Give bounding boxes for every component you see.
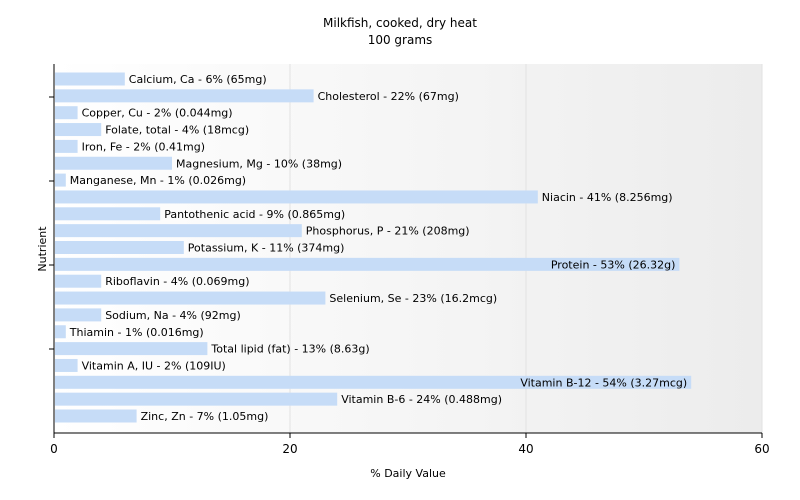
bar	[55, 257, 680, 271]
x-tick-label: 0	[50, 442, 58, 456]
x-axis-label: % Daily Value	[370, 467, 446, 480]
bar	[55, 375, 692, 389]
bar	[55, 72, 125, 86]
bar	[55, 274, 102, 288]
bar-label: Thiamin - 1% (0.016mg)	[69, 326, 204, 339]
bar	[55, 241, 184, 254]
bar	[55, 291, 326, 305]
bar-label: Riboflavin - 4% (0.069mg)	[105, 275, 249, 288]
bar	[55, 325, 66, 339]
bar	[55, 358, 78, 372]
bar	[55, 173, 66, 187]
bar	[55, 207, 161, 221]
bar-label: Niacin - 41% (8.256mg)	[542, 191, 673, 204]
bar-label: Total lipid (fat) - 13% (8.63g)	[210, 343, 369, 356]
bar	[55, 156, 172, 170]
bar-label: Potassium, K - 11% (374mg)	[188, 242, 345, 255]
chart-subtitle: 100 grams	[368, 33, 433, 47]
bar-label: Sodium, Na - 4% (92mg)	[105, 309, 241, 322]
gridlines	[289, 64, 763, 433]
bar-label: Folate, total - 4% (18mcg)	[105, 124, 249, 137]
bar	[55, 190, 538, 204]
bar-label: Magnesium, Mg - 10% (38mg)	[176, 157, 342, 170]
bar	[55, 123, 102, 137]
chart-title: Milkfish, cooked, dry heat	[323, 16, 477, 30]
bar-label: Cholesterol - 22% (67mg)	[318, 90, 459, 103]
bar	[55, 342, 208, 356]
bar	[55, 106, 78, 120]
bar-label: Manganese, Mn - 1% (0.026mg)	[70, 174, 246, 187]
axes: 0 20 40 60	[49, 64, 770, 456]
bar-label: Iron, Fe - 2% (0.41mg)	[82, 140, 205, 153]
bar-label: Selenium, Se - 23% (16.2mcg)	[329, 292, 497, 305]
x-tick-label: 60	[754, 442, 769, 456]
bars: Calcium, Ca - 6% (65mg) Cholesterol - 22%…	[55, 72, 692, 423]
bar	[55, 139, 78, 153]
x-tick-label: 40	[518, 442, 533, 456]
bar	[55, 308, 102, 322]
x-tick-label: 20	[282, 442, 297, 456]
bar	[55, 409, 137, 423]
bar-label: Vitamin B-6 - 24% (0.488mg)	[341, 393, 502, 406]
bar-label: Vitamin A, IU - 2% (109IU)	[82, 359, 226, 372]
y-axis-label: Nutrient	[36, 226, 49, 272]
bar-label: Pantothenic acid - 9% (0.865mg)	[164, 208, 345, 221]
bar-label: Protein - 53% (26.32g)	[551, 258, 676, 271]
bar	[55, 224, 302, 238]
bar	[55, 392, 338, 406]
bar-label: Calcium, Ca - 6% (65mg)	[129, 73, 267, 86]
bar-label: Vitamin B-12 - 54% (3.27mcg)	[520, 376, 687, 389]
bar	[55, 89, 314, 103]
bar-label: Phosphorus, P - 21% (208mg)	[306, 225, 470, 238]
bar-label: Copper, Cu - 2% (0.044mg)	[82, 107, 233, 120]
bar-label: Zinc, Zn - 7% (1.05mg)	[141, 410, 269, 423]
